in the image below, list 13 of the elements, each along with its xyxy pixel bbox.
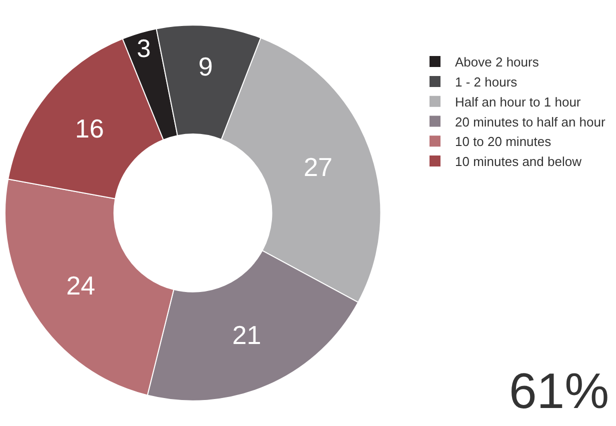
legend-label: Above 2 hours — [455, 54, 540, 70]
text: 61% — [509, 363, 610, 419]
legend-label: Half an hour to 1 hour — [455, 94, 582, 110]
legend-label: 10 to 20 minutes — [455, 134, 552, 150]
data-label: 21 — [232, 320, 262, 350]
data-label: 27 — [304, 152, 332, 182]
data-label: 24 — [66, 270, 96, 300]
data-label: 3 — [136, 35, 151, 64]
legend-label: 1 - 2 hours — [455, 74, 518, 90]
data-label: 16 — [75, 114, 104, 144]
legend-label: 10 minutes and below — [455, 154, 582, 170]
data-label: 9 — [198, 52, 213, 82]
legend-label: 20 minutes to half an hour — [455, 114, 606, 130]
